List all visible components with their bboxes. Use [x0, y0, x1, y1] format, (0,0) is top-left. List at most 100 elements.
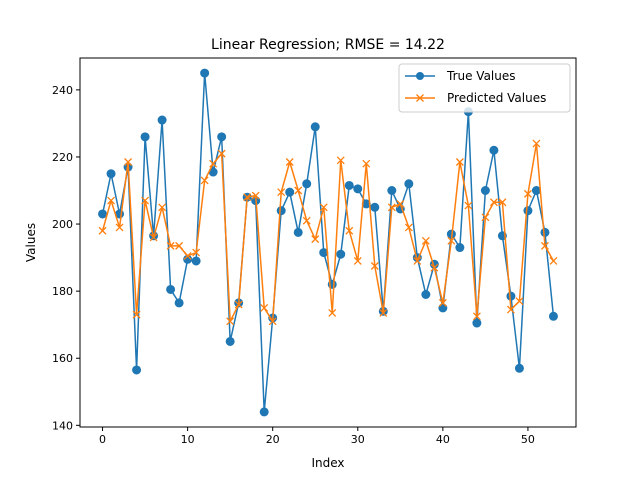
predicted-value-point [124, 158, 133, 166]
x-tick-label: 30 [351, 433, 365, 446]
x-axis-label: Index [311, 456, 344, 470]
predicted-value-point [370, 262, 379, 270]
true-value-point [523, 206, 533, 216]
true-value-point [106, 169, 116, 179]
true-value-point [259, 407, 269, 417]
true-value-point [531, 186, 541, 196]
predicted-value-point [328, 308, 337, 317]
chart-title: Linear Regression; RMSE = 14.22 [211, 37, 445, 53]
true-value-point [302, 179, 312, 189]
predicted-value-point [515, 297, 524, 306]
true-value-point [225, 336, 235, 346]
predicted-value-point [523, 189, 532, 198]
true-value-point [157, 115, 167, 125]
true-value-point [310, 122, 320, 132]
true-value-point [404, 179, 414, 189]
predicted-value-point [166, 241, 175, 250]
true-value-point [455, 243, 465, 253]
x-tick-label: 50 [521, 433, 535, 446]
predicted-value-point [506, 305, 515, 314]
predicted-value-point [438, 298, 447, 307]
predicted-value-point [464, 201, 473, 210]
predicted-value-point [455, 158, 464, 166]
x-tick-label: 40 [436, 433, 450, 446]
predicted-value-point [421, 236, 430, 245]
predicted-value-point [183, 251, 192, 260]
predicted-value-point [336, 156, 345, 165]
predicted-value-point [481, 213, 490, 222]
predicted-value-point [311, 235, 320, 244]
legend-item-predicted-values: Predicted Values [405, 91, 546, 105]
predicted-value-point [498, 198, 507, 207]
y-axis-label: Values [24, 223, 38, 262]
y-tick-label: 200 [52, 218, 73, 231]
true-value-point [489, 145, 499, 155]
predicted-value-point [285, 158, 294, 166]
legend-x-marker [416, 94, 424, 102]
y-axis: 140 160 180 200 220 240 [52, 84, 80, 432]
true-value-point [514, 363, 524, 373]
true-value-point [421, 289, 431, 299]
y-tick-label: 140 [52, 419, 73, 432]
predicted-value-point [115, 223, 124, 232]
predicted-value-point [243, 193, 252, 202]
true-value-point [370, 202, 380, 212]
true-value-point [140, 132, 150, 142]
true-value-point [293, 227, 303, 237]
x-tick-label: 20 [266, 433, 280, 446]
predicted-value-point [379, 308, 388, 317]
y-tick-label: 220 [52, 151, 73, 164]
x-tick-label: 10 [181, 433, 195, 446]
true-value-point [132, 365, 142, 375]
predicted-value-point [430, 263, 439, 272]
true-value-point [200, 68, 210, 78]
legend: True Values Predicted Values [398, 63, 571, 113]
true-value-point [191, 256, 201, 266]
predicted-value-point [260, 303, 269, 312]
legend-label: Predicted Values [447, 91, 546, 105]
predicted-value-point [302, 216, 311, 225]
legend-label: True Values [446, 69, 516, 83]
true-value-point [387, 186, 397, 196]
predicted-value-point [277, 188, 286, 197]
true-value-point [285, 187, 295, 197]
predicted-value-point [549, 256, 558, 265]
predicted-value-point [319, 203, 328, 212]
predicted-value-point [294, 186, 303, 195]
legend-circle-marker [416, 72, 424, 80]
predicted-value-point [387, 203, 396, 212]
predicted-value-point [217, 149, 226, 158]
true-value-point [217, 132, 227, 142]
series-line [101, 142, 555, 323]
predicted-value-point [132, 310, 141, 319]
predicted-value-point [447, 236, 456, 245]
y-tick-label: 240 [52, 84, 73, 97]
predicted-value-point [141, 196, 150, 205]
predicted-value-point [175, 241, 184, 250]
predicted-value-point [345, 226, 354, 235]
predicted-value-point [251, 191, 260, 200]
x-axis: 0 10 20 30 40 50 [99, 427, 535, 446]
true-value-point [480, 186, 490, 196]
predicted-value-point [192, 248, 201, 257]
x-tick-label: 0 [99, 433, 106, 446]
true-value-point [336, 249, 346, 259]
y-tick-label: 180 [52, 285, 73, 298]
y-tick-label: 160 [52, 352, 73, 365]
true-value-point [472, 318, 482, 328]
predicted-value-point [540, 241, 549, 250]
true-value-point [506, 291, 516, 301]
axes-frame [79, 57, 577, 428]
true-value-point [98, 209, 108, 219]
true-value-point [276, 206, 286, 216]
predicted-value-point [413, 256, 422, 265]
predicted-value-point [158, 203, 167, 212]
predicted-value-point [234, 300, 243, 309]
predicted-value-point [200, 176, 209, 185]
predicted-value-point [149, 233, 158, 242]
true-value-point [438, 303, 448, 313]
legend-box [398, 63, 571, 113]
true-value-point [540, 227, 550, 237]
predicted-value-point [404, 223, 413, 232]
